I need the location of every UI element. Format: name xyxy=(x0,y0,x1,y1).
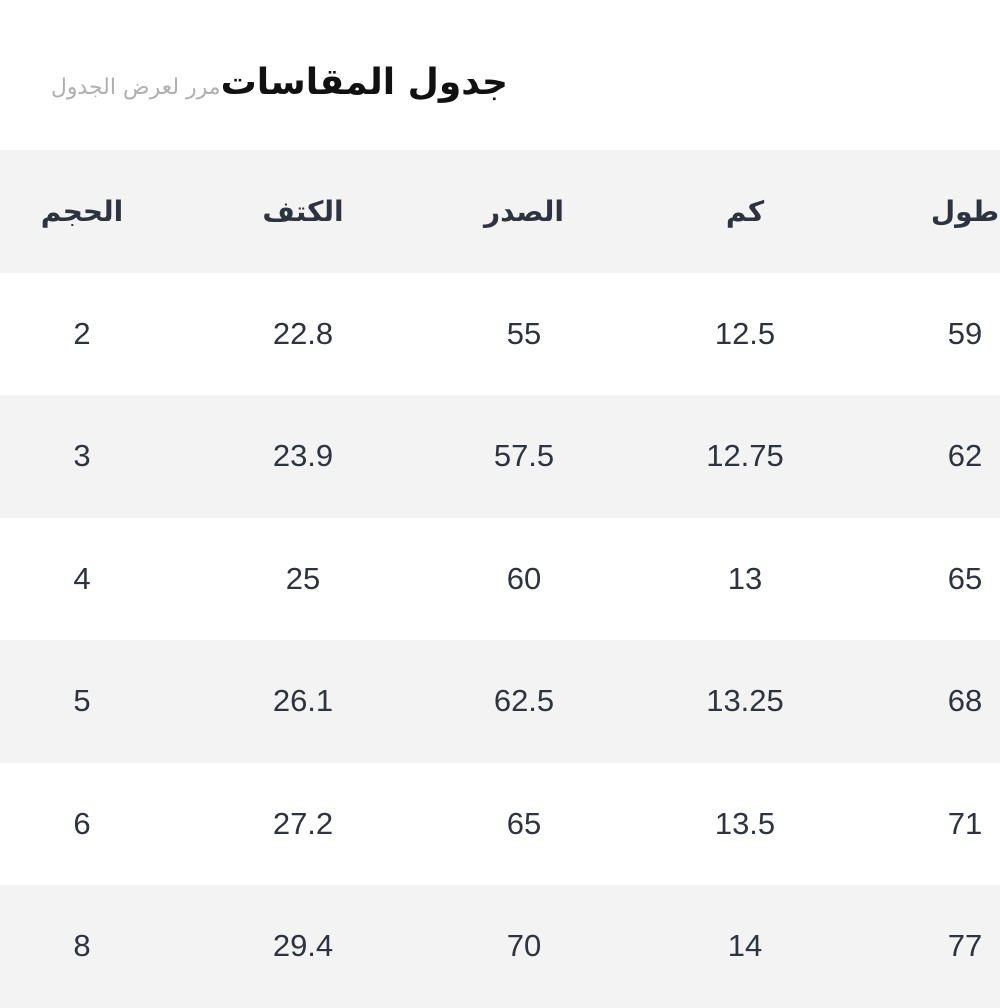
table-row: 8 29.4 70 14 77 xyxy=(0,885,1000,1008)
cell-sleeve: 13.25 xyxy=(706,683,784,719)
cell-size: 2 xyxy=(73,315,91,351)
cell-sleeve: 12.75 xyxy=(706,438,784,474)
table-header: الحجم الكتف الصدر كم طول xyxy=(0,150,1000,273)
title-bar: جدول المقاسات مرر لعرض الجدول xyxy=(51,62,508,103)
cell-chest: 65 xyxy=(506,805,542,841)
cell-chest: 60 xyxy=(506,560,542,596)
cell-chest: 57.5 xyxy=(493,438,555,474)
cell-length: 68 xyxy=(947,683,983,719)
cell-size: 5 xyxy=(73,683,91,719)
table-row: 5 26.1 62.5 13.25 68 xyxy=(0,640,1000,763)
cell-length: 59 xyxy=(947,315,983,351)
cell-length: 71 xyxy=(947,805,983,841)
page-title: جدول المقاسات xyxy=(220,62,508,103)
column-header-size: الحجم xyxy=(40,194,124,228)
cell-size: 8 xyxy=(73,928,91,964)
table-row: 6 27.2 65 13.5 71 xyxy=(0,762,1000,885)
cell-shoulder: 23.9 xyxy=(272,438,334,474)
table-row: 4 25 60 13 65 xyxy=(0,517,1000,640)
table-row: 3 23.9 57.5 12.75 62 xyxy=(0,395,1000,518)
cell-chest: 62.5 xyxy=(493,683,555,719)
cell-shoulder: 25 xyxy=(285,560,321,596)
cell-shoulder: 29.4 xyxy=(272,928,334,964)
cell-length: 77 xyxy=(947,928,983,964)
column-header-sleeve: كم xyxy=(725,194,765,228)
column-header-length: طول xyxy=(930,194,1000,228)
cell-sleeve: 12.5 xyxy=(714,315,776,351)
table-row: 2 22.8 55 12.5 59 xyxy=(0,272,1000,395)
cell-size: 6 xyxy=(73,805,91,841)
scroll-hint: مرر لعرض الجدول xyxy=(50,75,221,100)
cell-size: 3 xyxy=(73,438,91,474)
column-header-chest: الصدر xyxy=(484,194,564,228)
cell-size: 4 xyxy=(73,560,91,596)
cell-shoulder: 22.8 xyxy=(272,315,334,351)
cell-chest: 55 xyxy=(506,315,542,351)
cell-shoulder: 27.2 xyxy=(272,805,334,841)
cell-sleeve: 13.5 xyxy=(714,805,776,841)
cell-length: 65 xyxy=(947,560,983,596)
cell-chest: 70 xyxy=(506,928,542,964)
cell-sleeve: 14 xyxy=(727,928,763,964)
column-header-shoulder: الكتف xyxy=(262,194,344,228)
cell-shoulder: 26.1 xyxy=(272,683,334,719)
cell-length: 62 xyxy=(947,438,983,474)
cell-sleeve: 13 xyxy=(727,560,763,596)
